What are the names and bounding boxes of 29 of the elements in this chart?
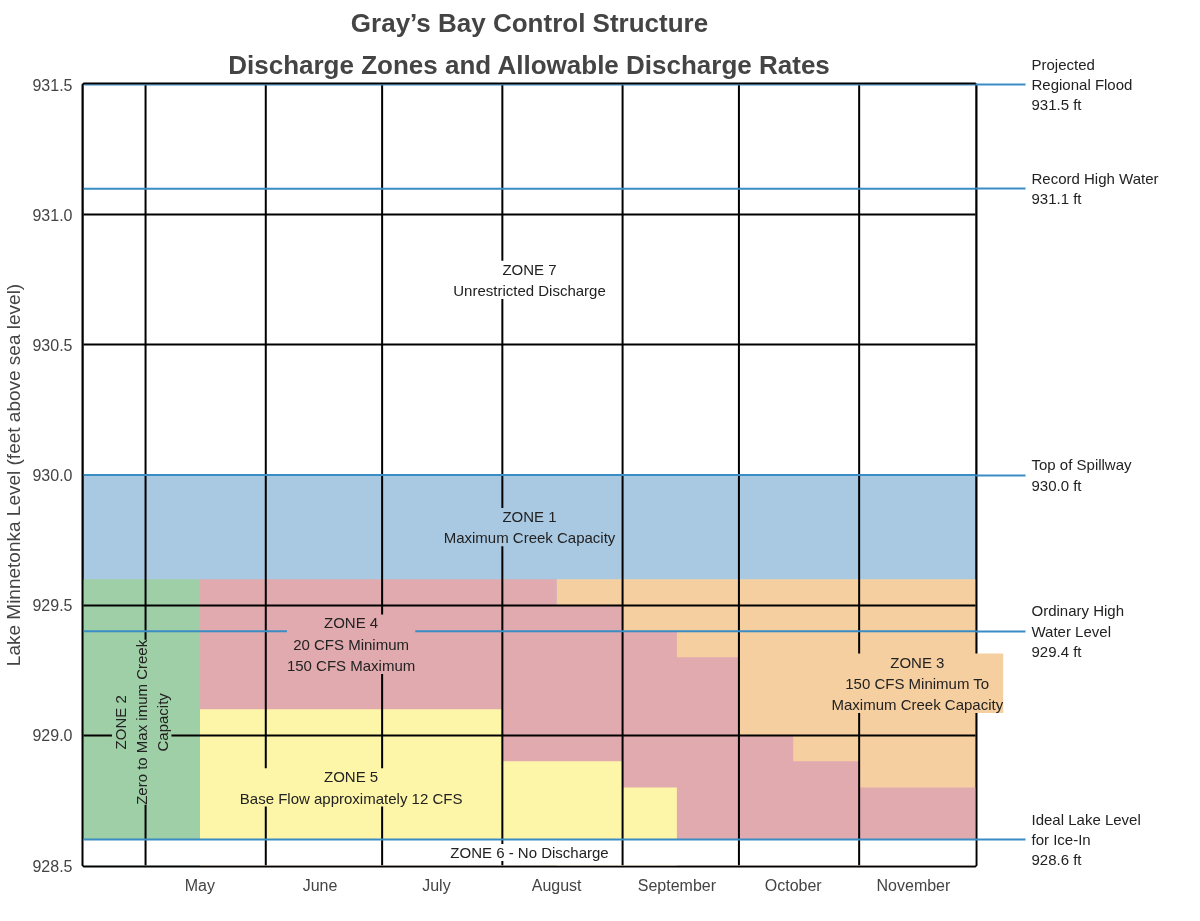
ref-line-label: Top of Spillway 930.0 ft <box>1031 456 1133 494</box>
chart-title: Gray’s Bay Control Structure <box>350 7 709 38</box>
y-tick-label: 930.5 <box>32 336 73 354</box>
series-label: ZONE 5 Base Flow approximately 12 CFS <box>239 768 463 807</box>
y-tick-label: 931.0 <box>32 206 73 224</box>
ref-line-label: Record High Water 931.1 ft <box>1031 169 1159 208</box>
y-tick-label: 928.5 <box>32 857 73 875</box>
ref-line-label: Ideal Lake Level for Ice-In 928.6 ft <box>1031 810 1141 869</box>
x-tick-label: May <box>184 876 215 894</box>
band-label: ZONE 7 Unrestricted Discharge <box>453 260 606 299</box>
series-label: ZONE 4 20 CFS Minimum 150 CFS Maximum <box>286 614 416 674</box>
x-tick-label: October <box>764 876 823 894</box>
band-label: ZONE 6 - No Discharge <box>450 843 609 861</box>
x-tick-label: August <box>531 876 583 894</box>
series-label: ZONE 3 150 CFS Minimum To Maximum Creek Capacity <box>831 653 1004 714</box>
chart-subtitle: Discharge Zones and Allowable Discharge Rates <box>228 49 830 80</box>
x-tick-label: November <box>876 876 952 894</box>
y-tick-label: 930.0 <box>32 467 73 484</box>
x-tick-label: July <box>422 876 451 894</box>
x-tick-label: September <box>637 876 717 894</box>
y-axis-title: Lake Minnetonka Level (feet above sea level) <box>3 283 25 667</box>
y-tick-label: 929.0 <box>32 727 73 745</box>
ref-line-label: Ordinary High Water Level 929.4 ft <box>1031 602 1125 661</box>
y-tick-label: 929.5 <box>32 597 73 615</box>
ref-line-label: Projected Regional Flood 931.5 ft <box>1031 55 1133 114</box>
y-tick-label: 931.5 <box>32 76 73 94</box>
series-label: ZONE 1 Maximum Creek Capacity <box>443 507 616 547</box>
series-label: ZONE 2 Zero to Max imum Creek Capacity <box>111 639 172 805</box>
x-tick-label: June <box>302 876 338 894</box>
